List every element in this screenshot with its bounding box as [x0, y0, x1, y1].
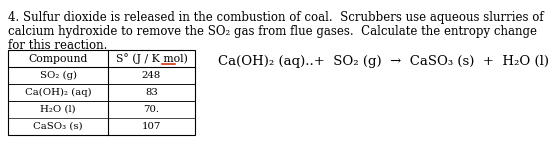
Text: 83: 83	[145, 88, 158, 97]
Text: calcium hydroxide to remove the SO₂ gas from flue gases.  Calculate the entropy : calcium hydroxide to remove the SO₂ gas …	[8, 25, 537, 38]
Bar	[8, 50, 195, 135]
Text: Ca(OH)₂ (aq)..+  SO₂ (g)  →  CaSO₃ (s)  +  H₂O (l): Ca(OH)₂ (aq)..+ SO₂ (g) → CaSO₃ (s) + H₂…	[218, 55, 548, 68]
Text: CaSO₃ (s): CaSO₃ (s)	[33, 122, 83, 131]
Text: S° (J / K mol): S° (J / K mol)	[116, 53, 187, 64]
Text: Ca(OH)₂ (aq): Ca(OH)₂ (aq)	[25, 88, 92, 97]
Text: Compound: Compound	[28, 53, 88, 64]
Text: SO₂ (g): SO₂ (g)	[39, 71, 77, 80]
Text: H₂O (l): H₂O (l)	[40, 105, 76, 114]
Text: 70.: 70.	[144, 105, 159, 114]
Text: for this reaction.: for this reaction.	[8, 39, 107, 52]
Text: 107: 107	[142, 122, 161, 131]
Text: 248: 248	[142, 71, 161, 80]
Text: 4. Sulfur dioxide is released in the combustion of coal.  Scrubbers use aqueous : 4. Sulfur dioxide is released in the com…	[8, 11, 544, 24]
